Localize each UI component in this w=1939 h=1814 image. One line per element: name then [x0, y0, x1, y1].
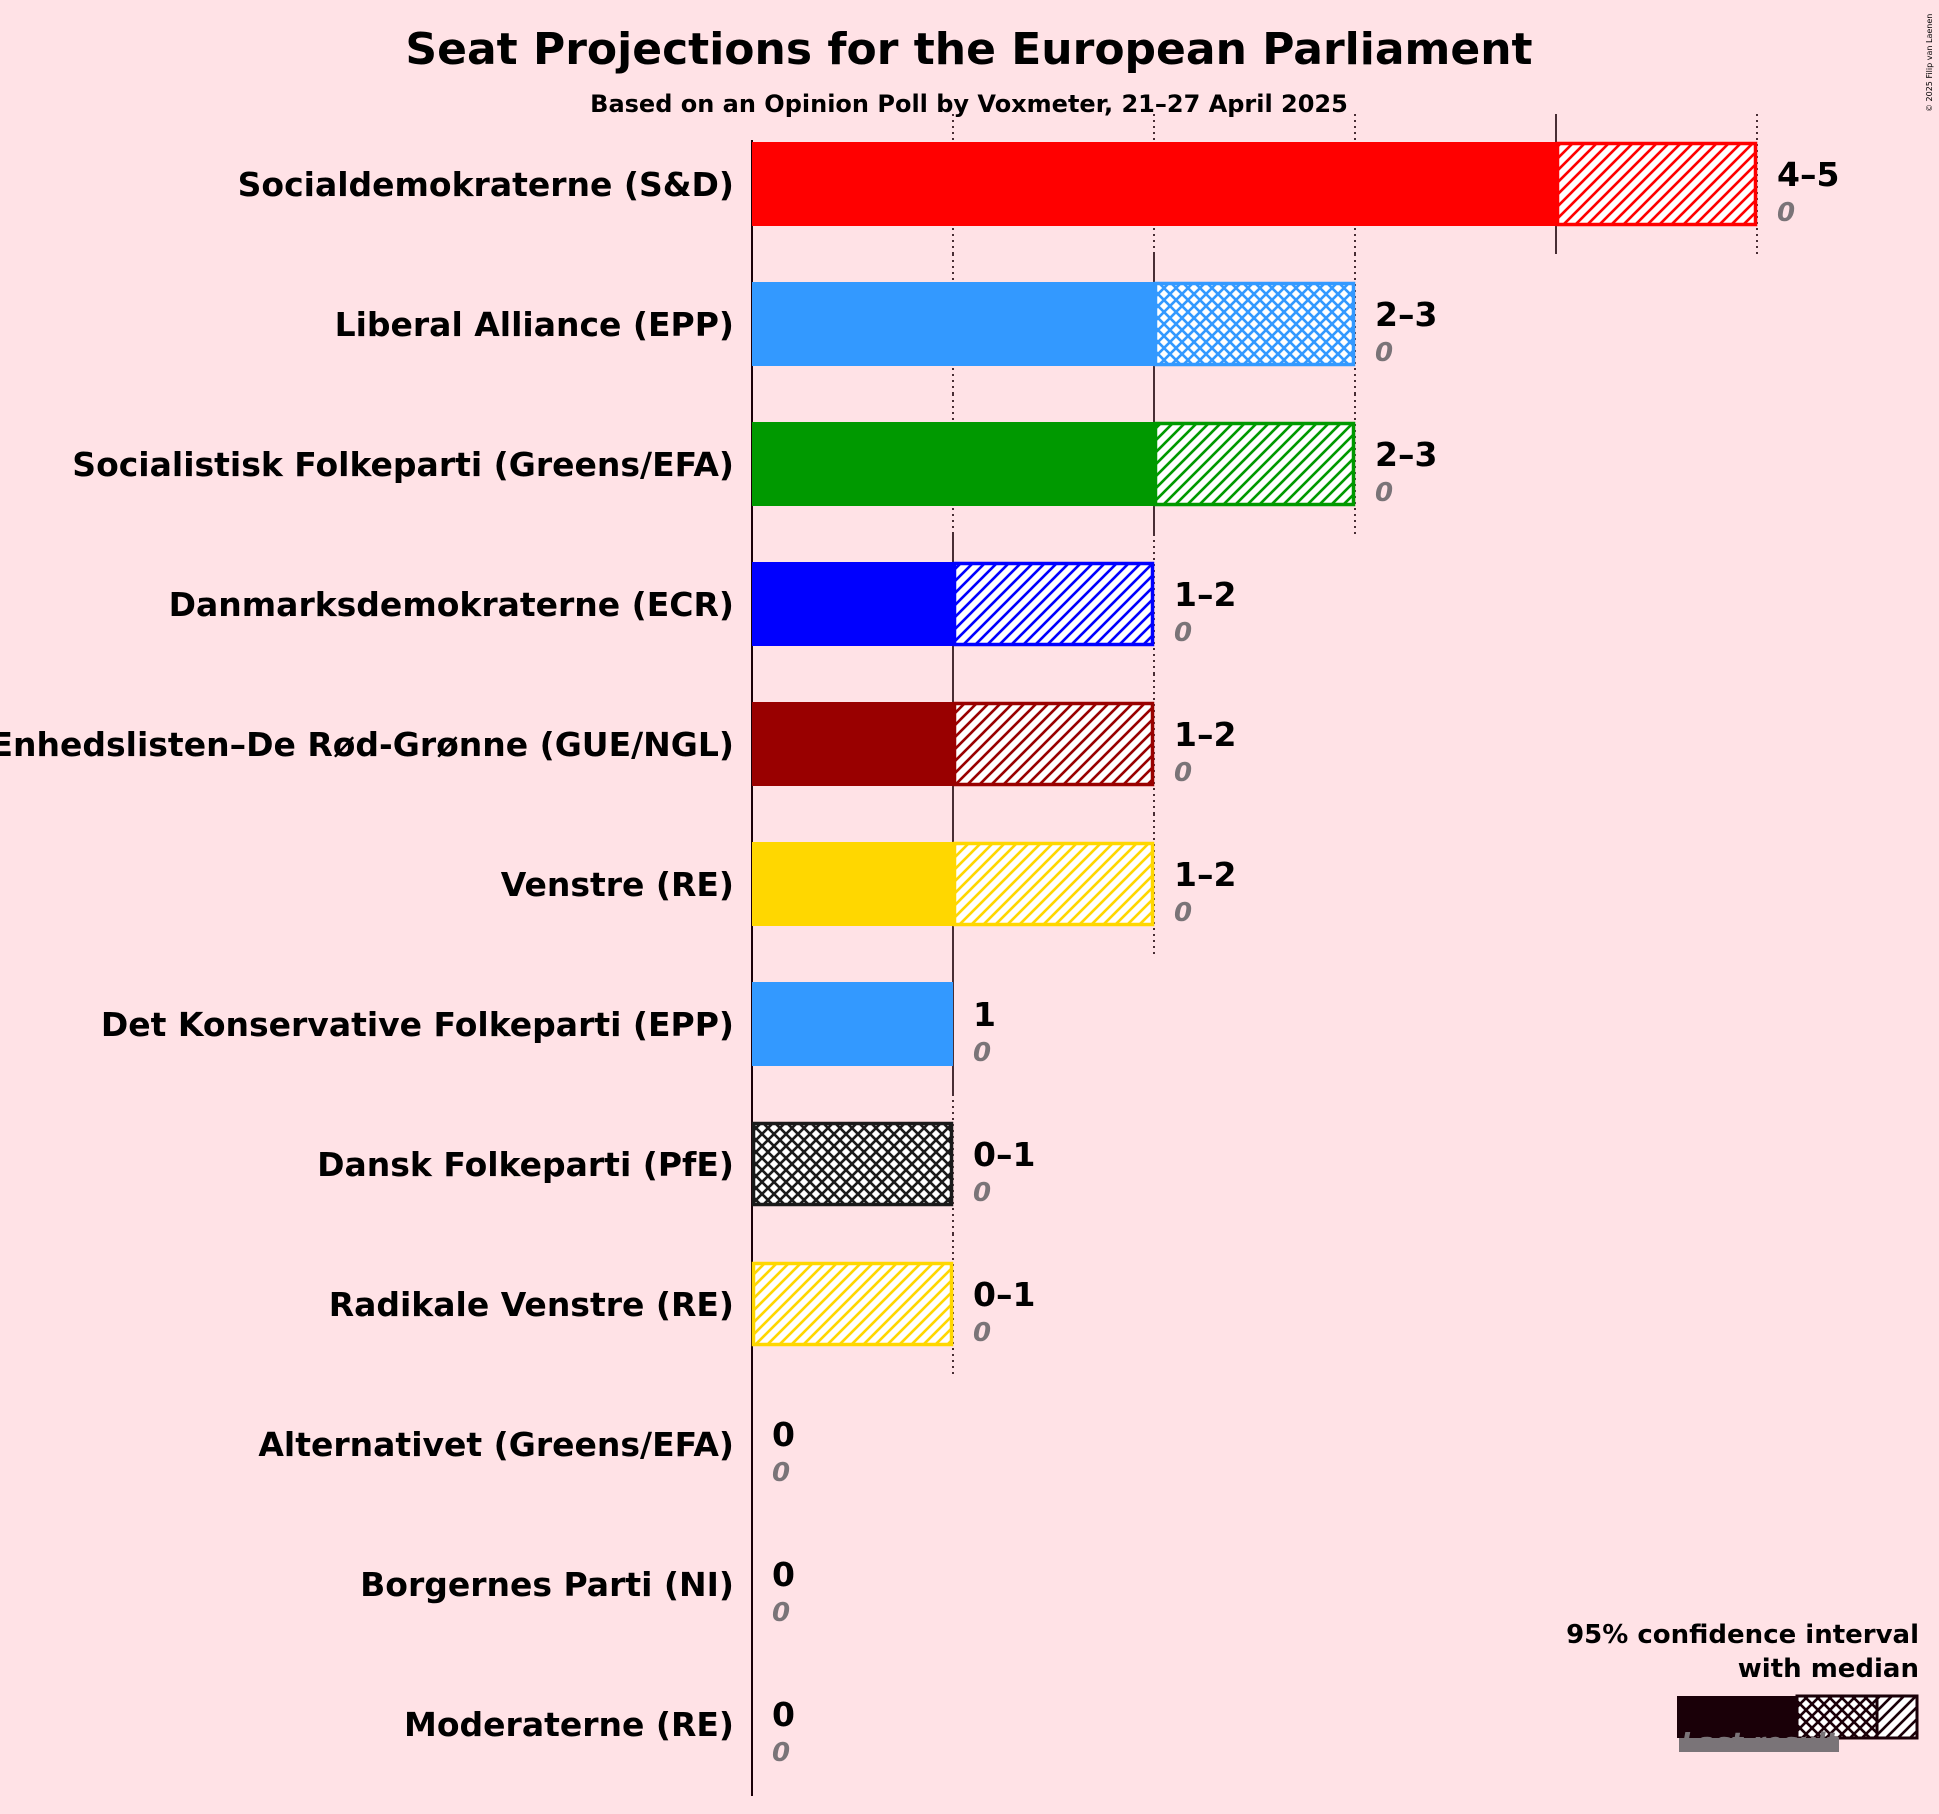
legend-swatch	[1677, 1694, 1919, 1752]
chart-subtitle: Based on an Opinion Poll by Voxmeter, 21…	[590, 90, 1348, 118]
party-4-last-result: 0	[1174, 758, 1192, 788]
legend-last-result-label: Last result	[1681, 1728, 1839, 1758]
party-6-name: Det Konservative Folkeparti (EPP)	[101, 1005, 734, 1044]
party-4-name: Enhedslisten–De Rød-Grønne (GUE/NGL)	[0, 725, 734, 764]
party-10-name: Borgernes Parti (NI)	[360, 1565, 734, 1604]
party-4-bar-interval	[952, 701, 1155, 787]
party-1-bar-interval	[1153, 281, 1356, 367]
legend: 95% confidence interval with median Last…	[1566, 1620, 1919, 1758]
party-2-last-result: 0	[1375, 478, 1393, 508]
party-8-range-label: 0–1	[973, 1275, 1035, 1314]
party-7-bar-interval	[751, 1121, 954, 1207]
party-3-bar-interval	[952, 561, 1155, 647]
party-1-name: Liberal Alliance (EPP)	[335, 305, 734, 344]
party-11-name: Moderaterne (RE)	[404, 1705, 734, 1744]
party-9-last-result: 0	[772, 1458, 790, 1488]
party-5-range-label: 1–2	[1174, 855, 1236, 894]
legend-swatch-hatch	[1875, 1694, 1919, 1740]
party-2-name: Socialistisk Folkeparti (Greens/EFA)	[72, 445, 734, 484]
party-0-name: Socialdemokraterne (S&D)	[238, 165, 734, 204]
party-11-range-label: 0	[772, 1695, 795, 1734]
party-7-last-result: 0	[973, 1178, 991, 1208]
party-6-last-result: 0	[973, 1038, 991, 1068]
party-4-range-label: 1–2	[1174, 715, 1236, 754]
chart-title: Seat Projections for the European Parlia…	[405, 24, 1532, 75]
party-6-bar-solid	[752, 982, 953, 1066]
party-10-range-label: 0	[772, 1555, 795, 1594]
party-0-bar-solid	[752, 142, 1556, 226]
party-11-last-result: 0	[772, 1738, 790, 1768]
copyright-text: © 2025 Filip van Laenen	[1925, 14, 1934, 112]
party-4-bar-solid	[752, 702, 953, 786]
party-8-name: Radikale Venstre (RE)	[329, 1285, 734, 1324]
party-3-name: Danmarksdemokraterne (ECR)	[169, 585, 734, 624]
party-2-bar-interval	[1153, 421, 1356, 507]
party-8-bar-interval	[751, 1261, 954, 1347]
legend-swatch-solid	[1677, 1696, 1797, 1738]
party-0-bar-interval	[1555, 141, 1758, 227]
party-0-last-result: 0	[1777, 198, 1795, 228]
party-0-range-label: 4–5	[1777, 155, 1839, 194]
party-3-bar-solid	[752, 562, 953, 646]
party-5-bar-interval	[952, 841, 1155, 927]
party-3-range-label: 1–2	[1174, 575, 1236, 614]
party-1-range-label: 2–3	[1375, 295, 1437, 334]
party-7-name: Dansk Folkeparti (PfE)	[317, 1145, 734, 1184]
party-2-range-label: 2–3	[1375, 435, 1437, 474]
party-1-bar-solid	[752, 282, 1154, 366]
gridlines	[751, 114, 1758, 1796]
party-9-range-label: 0	[772, 1415, 795, 1454]
party-8-last-result: 0	[973, 1318, 991, 1348]
party-5-bar-solid	[752, 842, 953, 926]
party-7-range-label: 0–1	[973, 1135, 1035, 1174]
legend-title-line1: 95% confidence interval	[1566, 1620, 1919, 1650]
party-2-bar-solid	[752, 422, 1154, 506]
bars-group: Socialdemokraterne (S&D) 4–5 0 Liberal Alli…	[0, 141, 1839, 1768]
party-3-last-result: 0	[1174, 618, 1192, 648]
legend-title-line2: with median	[1738, 1654, 1919, 1684]
party-6-range-label: 1	[973, 995, 996, 1034]
legend-last-result-bar	[1679, 1738, 1839, 1752]
legend-swatch-cross	[1795, 1694, 1879, 1740]
party-1-last-result: 0	[1375, 338, 1393, 368]
party-5-name: Venstre (RE)	[501, 865, 734, 904]
party-10-last-result: 0	[772, 1598, 790, 1628]
party-9-name: Alternativet (Greens/EFA)	[258, 1425, 734, 1464]
party-5-last-result: 0	[1174, 898, 1192, 928]
